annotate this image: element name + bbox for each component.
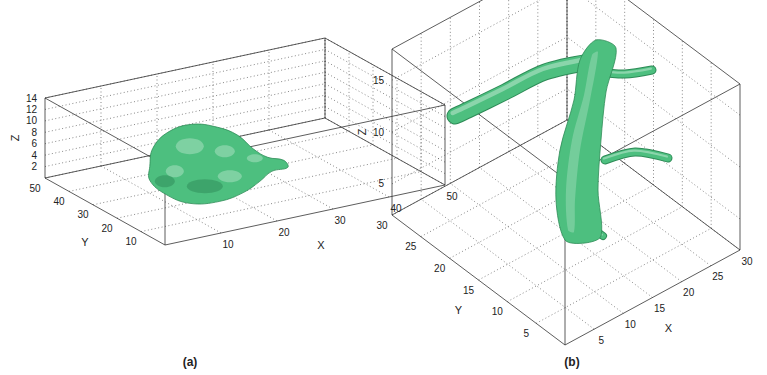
svg-text:30: 30 (741, 256, 753, 267)
svg-text:25: 25 (405, 241, 417, 252)
svg-text:40: 40 (390, 203, 402, 214)
svg-text:15: 15 (373, 75, 385, 86)
svg-text:25: 25 (712, 271, 724, 282)
svg-text:5: 5 (523, 328, 529, 339)
svg-text:Y: Y (81, 236, 89, 248)
svg-text:50: 50 (446, 191, 458, 202)
svg-text:5: 5 (378, 178, 384, 189)
svg-text:10: 10 (625, 319, 637, 330)
svg-text:15: 15 (463, 285, 475, 296)
svg-text:10: 10 (222, 239, 234, 250)
svg-text:20: 20 (101, 223, 113, 234)
svg-text:10: 10 (492, 306, 504, 317)
svg-text:(a): (a) (183, 355, 198, 369)
svg-text:30: 30 (334, 215, 346, 226)
svg-text:5: 5 (598, 335, 604, 346)
svg-text:4: 4 (31, 150, 37, 161)
svg-text:Y: Y (455, 304, 463, 316)
svg-text:10: 10 (125, 236, 137, 247)
svg-text:(b): (b) (564, 355, 579, 369)
svg-text:10: 10 (373, 127, 385, 138)
svg-text:10: 10 (26, 115, 38, 126)
svg-text:Z: Z (356, 128, 368, 135)
svg-text:30: 30 (77, 209, 89, 220)
svg-text:X: X (317, 239, 325, 251)
svg-text:20: 20 (434, 263, 446, 274)
svg-text:30: 30 (376, 220, 388, 231)
svg-text:20: 20 (683, 287, 695, 298)
svg-text:Z: Z (9, 134, 21, 141)
svg-text:8: 8 (31, 127, 37, 138)
svg-text:X: X (665, 322, 673, 334)
svg-text:6: 6 (31, 138, 37, 149)
svg-text:12: 12 (26, 104, 38, 115)
svg-text:50: 50 (29, 183, 41, 194)
svg-text:14: 14 (26, 93, 38, 104)
svg-text:40: 40 (53, 196, 65, 207)
svg-text:20: 20 (278, 227, 290, 238)
svg-text:15: 15 (654, 303, 666, 314)
svg-text:2: 2 (31, 161, 37, 172)
